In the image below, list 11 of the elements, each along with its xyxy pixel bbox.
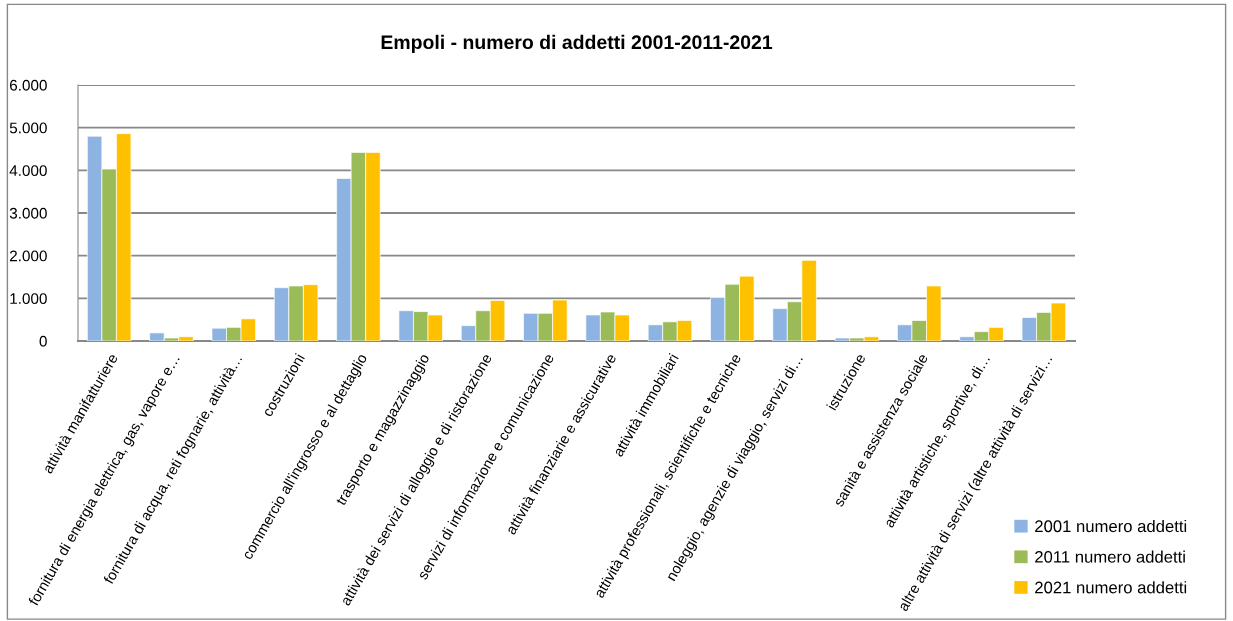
legend-label: 2011 numero addetti xyxy=(1035,550,1185,563)
y-tick-label: 1.000 xyxy=(10,293,47,305)
y-tick-label: 3.000 xyxy=(9,207,47,219)
y-tick-label: 0 xyxy=(39,335,47,347)
y-tick-label: 5.000 xyxy=(9,122,47,134)
y-tick-label: 4.000 xyxy=(9,165,47,177)
y-tick-label: 6.000 xyxy=(9,79,47,91)
y-tick-label: 2.000 xyxy=(9,250,47,262)
chart-title: Empoli - numero di addetti 2001-2011-2021 xyxy=(381,34,773,53)
legend-label: 2001 numero addetti xyxy=(1035,519,1187,533)
legend-label: 2021 numero addetti xyxy=(1035,581,1187,594)
